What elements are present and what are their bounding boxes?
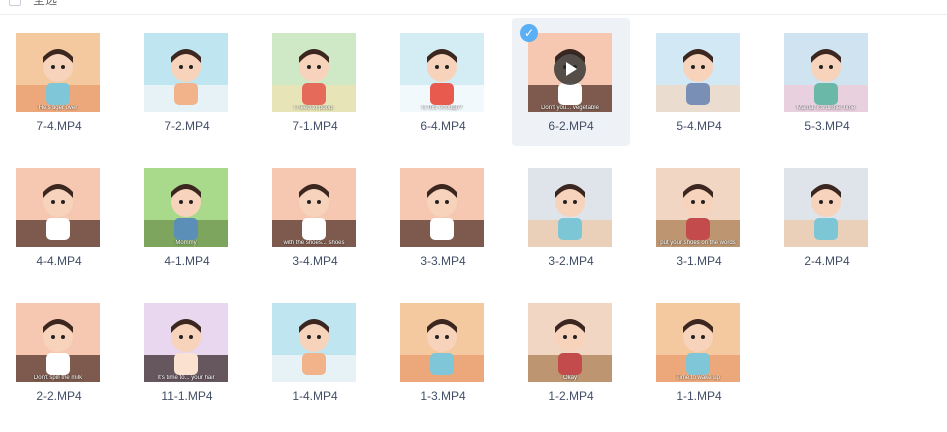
video-file-tile[interactable]: 3-2.MP4	[512, 153, 630, 281]
file-name: 2-4.MP4	[768, 254, 886, 268]
file-name: 5-4.MP4	[640, 119, 758, 133]
video-file-tile[interactable]: Don't spill the milk 2-2.MP4	[0, 288, 118, 416]
video-thumbnail[interactable]: He's tiger over	[16, 33, 100, 112]
thumbnail-subtitle: put your shoes on the words	[656, 240, 740, 246]
thumbnail-subtitle: with the shoes... shoes	[272, 240, 356, 246]
video-thumbnail[interactable]: Don't you... vegetable	[528, 33, 612, 112]
file-name: 1-3.MP4	[384, 389, 502, 403]
thumbnail-subtitle: Is this enough?	[400, 105, 484, 111]
file-name: 7-1.MP4	[256, 119, 374, 133]
video-thumbnail[interactable]: Time to wake up	[656, 303, 740, 382]
file-name: 5-3.MP4	[768, 119, 886, 133]
video-thumbnail[interactable]	[784, 168, 868, 247]
video-file-tile[interactable]: Time to wake up 1-1.MP4	[640, 288, 758, 416]
thumbnail-subtitle: He's tiger over	[16, 105, 100, 111]
video-file-tile[interactable]: 3-3.MP4	[384, 153, 502, 281]
thumbnail-subtitle: Don't you... vegetable	[528, 105, 612, 111]
video-thumbnail[interactable]	[528, 168, 612, 247]
video-thumbnail[interactable]: Is this enough?	[400, 33, 484, 112]
video-thumbnail[interactable]	[272, 303, 356, 382]
checkmark-icon[interactable]: ✓	[520, 24, 538, 42]
file-name: 1-1.MP4	[640, 389, 758, 403]
video-file-tile[interactable]: Okay 1-2.MP4	[512, 288, 630, 416]
video-thumbnail[interactable]	[400, 303, 484, 382]
video-file-tile[interactable]: Mama, it's dinner time 5-3.MP4	[768, 18, 886, 146]
video-thumbnail[interactable]: with the shoes... shoes	[272, 168, 356, 247]
file-name: 1-2.MP4	[512, 389, 630, 403]
video-file-tile[interactable]: It's time to... your hair 11-1.MP4	[128, 288, 246, 416]
thumbnail-subtitle: Mama, it's dinner time	[784, 105, 868, 111]
video-thumbnail[interactable]: Mama, it's dinner time	[784, 33, 868, 112]
file-name: 1-4.MP4	[256, 389, 374, 403]
thumbnail-subtitle: Don't spill the milk	[16, 375, 100, 381]
file-name: 6-4.MP4	[384, 119, 502, 133]
video-file-tile[interactable]: I need to poop. 7-1.MP4	[256, 18, 374, 146]
video-thumbnail[interactable]	[144, 33, 228, 112]
video-thumbnail[interactable]: put your shoes on the words	[656, 168, 740, 247]
video-thumbnail[interactable]: Mommy	[144, 168, 228, 247]
file-name: 4-4.MP4	[0, 254, 118, 268]
file-name: 4-1.MP4	[128, 254, 246, 268]
video-file-tile[interactable]: 4-4.MP4	[0, 153, 118, 281]
video-thumbnail[interactable]	[16, 168, 100, 247]
file-name: 3-4.MP4	[256, 254, 374, 268]
video-file-tile[interactable]: Don't you... vegetable 6-2.MP4 ✓	[512, 18, 630, 146]
video-file-tile[interactable]: 5-4.MP4	[640, 18, 758, 146]
video-file-tile[interactable]: 1-3.MP4	[384, 288, 502, 416]
file-name: 11-1.MP4	[128, 389, 246, 403]
video-file-tile[interactable]: 7-2.MP4	[128, 18, 246, 146]
thumbnail-subtitle: Time to wake up	[656, 375, 740, 381]
video-thumbnail[interactable]: Okay	[528, 303, 612, 382]
video-file-tile[interactable]: He's tiger over 7-4.MP4	[0, 18, 118, 146]
video-thumbnail[interactable]: It's time to... your hair	[144, 303, 228, 382]
thumbnail-subtitle: Okay	[528, 375, 612, 381]
video-file-tile[interactable]: Is this enough? 6-4.MP4	[384, 18, 502, 146]
file-name: 7-2.MP4	[128, 119, 246, 133]
video-file-tile[interactable]: 2-4.MP4	[768, 153, 886, 281]
file-name: 2-2.MP4	[0, 389, 118, 403]
file-name: 3-2.MP4	[512, 254, 630, 268]
video-thumbnail[interactable]	[656, 33, 740, 112]
thumbnail-subtitle: I need to poop.	[272, 105, 356, 111]
video-file-tile[interactable]: with the shoes... shoes 3-4.MP4	[256, 153, 374, 281]
thumbnail-subtitle: Mommy	[144, 240, 228, 246]
video-file-tile[interactable]: Mommy 4-1.MP4	[128, 153, 246, 281]
video-thumbnail[interactable]: Don't spill the milk	[16, 303, 100, 382]
file-name: 7-4.MP4	[0, 119, 118, 133]
video-thumbnail[interactable]: I need to poop.	[272, 33, 356, 112]
file-name: 3-3.MP4	[384, 254, 502, 268]
thumbnail-subtitle: It's time to... your hair	[144, 375, 228, 381]
play-icon[interactable]	[554, 53, 586, 85]
file-name: 3-1.MP4	[640, 254, 758, 268]
video-thumbnail[interactable]	[400, 168, 484, 247]
file-name: 6-2.MP4	[512, 119, 630, 133]
video-file-tile[interactable]: put your shoes on the words 3-1.MP4	[640, 153, 758, 281]
video-file-tile[interactable]: 1-4.MP4	[256, 288, 374, 416]
